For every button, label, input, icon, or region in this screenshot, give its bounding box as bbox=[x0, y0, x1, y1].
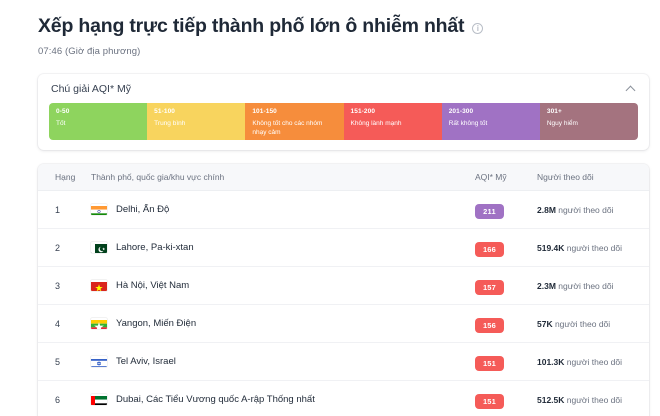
table-row[interactable]: 3 Hà Nội, Việt Nam 157 2.3M người theo dõi bbox=[38, 267, 649, 306]
legend-range-label: 151-200 bbox=[350, 108, 376, 116]
flag-vietnam-icon bbox=[91, 280, 107, 292]
legend-range-label: 51-100 bbox=[154, 108, 176, 116]
legend-color-scale: 0-50 Tốt 51-100 Trung bình 101-150 Không tốt … bbox=[49, 103, 638, 141]
info-icon[interactable]: i bbox=[472, 22, 484, 34]
cell-aqi: 151 bbox=[475, 353, 537, 371]
table-header-row: Hạng Thành phố, quốc gia/khu vực chính A… bbox=[38, 164, 649, 192]
legend-segment-51-100: 51-100 Trung bình bbox=[147, 103, 246, 141]
flag-uae-icon bbox=[91, 394, 107, 406]
cell-rank: 2 bbox=[55, 242, 61, 253]
aqi-badge: 166 bbox=[475, 241, 504, 257]
city-name-label: Lahore, Pa-ki-xtan bbox=[116, 242, 194, 254]
aqi-badge: 211 bbox=[475, 203, 504, 219]
aqi-legend-card: Chú giải AQI* Mỹ 0-50 Tốt 51-100 Trung bình… bbox=[38, 74, 649, 151]
table-row[interactable]: 4 Yangon, Miến Điện 156 57K người theo dõi bbox=[38, 305, 649, 344]
legend-range-label: 301+ bbox=[546, 108, 562, 116]
chevron-up-icon[interactable] bbox=[626, 84, 636, 94]
legend-segment-101-150: 101-150 Không tốt cho các nhóm nhạy cảm bbox=[245, 103, 344, 141]
aqi-badge: 151 bbox=[475, 393, 504, 409]
legend-desc-label: Tốt bbox=[56, 119, 66, 127]
cell-followers: 2.8M người theo dõi bbox=[537, 204, 614, 215]
cell-followers: 519.4K người theo dõi bbox=[537, 242, 623, 253]
cell-city: Tel Aviv, Israel bbox=[91, 356, 475, 368]
cell-rank: 6 bbox=[55, 394, 61, 405]
legend-desc-label: Nguy hiểm bbox=[546, 119, 578, 127]
aqi-badge: 157 bbox=[475, 279, 504, 295]
city-name-label: Hà Nội, Việt Nam bbox=[116, 280, 190, 292]
followers-count: 519.4K bbox=[537, 242, 565, 253]
page-title: Xếp hạng trực tiếp thành phố lớn ô nhiễm… bbox=[38, 15, 465, 37]
cell-rank: 4 bbox=[55, 318, 61, 329]
legend-header-toggle[interactable]: Chú giải AQI* Mỹ bbox=[49, 83, 638, 103]
legend-segment-301+: 301+ Nguy hiểm bbox=[539, 103, 638, 141]
aqi-badge: 156 bbox=[475, 317, 504, 333]
followers-count: 512.5K bbox=[537, 394, 565, 405]
cell-followers: 57K người theo dõi bbox=[537, 318, 611, 329]
legend-segment-151-200: 151-200 Không lành mạnh bbox=[343, 103, 442, 141]
city-name-label: Delhi, Ấn Độ bbox=[116, 204, 170, 216]
followers-count: 101.3K bbox=[537, 356, 565, 367]
legend-segment-201-300: 201-300 Rất không tốt bbox=[441, 103, 540, 141]
cell-city: Yangon, Miến Điện bbox=[91, 318, 475, 330]
followers-count: 57K bbox=[537, 318, 553, 329]
cell-city: Dubai, Các Tiểu Vương quốc A-rập Thống n… bbox=[91, 394, 475, 406]
local-time-subtitle: 07:46 (Giờ địa phương) bbox=[38, 46, 141, 58]
table-body: 1 Delhi, Ấn Độ 211 2.8M người theo dõi 2 Laho… bbox=[38, 191, 649, 416]
flag-israel-icon bbox=[91, 356, 107, 368]
legend-desc-label: Trung bình bbox=[154, 119, 186, 127]
flag-myanmar-icon bbox=[91, 318, 107, 330]
column-header-followers: Người theo dõi bbox=[537, 172, 594, 183]
table-row[interactable]: 2 Lahore, Pa-ki-xtan 166 519.4K người theo … bbox=[38, 229, 649, 268]
table-row[interactable]: 1 Delhi, Ấn Độ 211 2.8M người theo dõi bbox=[38, 191, 649, 230]
aqi-badge: 151 bbox=[475, 355, 504, 371]
table-row[interactable]: 6 Dubai, Các Tiểu Vương quốc A-rập Thống … bbox=[38, 381, 649, 416]
column-header-city: Thành phố, quốc gia/khu vực chính bbox=[91, 172, 225, 183]
cell-rank: 5 bbox=[55, 356, 61, 367]
cell-city: Delhi, Ấn Độ bbox=[91, 204, 475, 216]
flag-pakistan-icon bbox=[91, 242, 107, 254]
legend-title: Chú giải AQI* Mỹ bbox=[51, 83, 131, 96]
legend-range-label: 101-150 bbox=[252, 108, 277, 116]
cell-city: Hà Nội, Việt Nam bbox=[91, 280, 475, 292]
page-header: Xếp hạng trực tiếp thành phố lớn ô nhiễm… bbox=[0, 0, 660, 57]
legend-segment-0-50: 0-50 Tốt bbox=[49, 103, 148, 141]
legend-desc-label: Không tốt cho các nhóm nhạy cảm bbox=[252, 119, 323, 136]
cell-rank: 3 bbox=[55, 280, 61, 291]
cell-followers: 512.5K người theo dõi bbox=[537, 394, 623, 405]
legend-desc-label: Không lành mạnh bbox=[350, 119, 402, 127]
column-header-rank: Hạng bbox=[55, 172, 76, 183]
cell-city: Lahore, Pa-ki-xtan bbox=[91, 242, 475, 254]
title-row: Xếp hạng trực tiếp thành phố lớn ô nhiễm… bbox=[38, 14, 660, 38]
followers-count: 2.8M bbox=[537, 204, 556, 215]
cell-aqi: 157 bbox=[475, 277, 537, 295]
city-name-label: Yangon, Miến Điện bbox=[116, 318, 197, 330]
ranking-table-card: Hạng Thành phố, quốc gia/khu vực chính A… bbox=[38, 164, 649, 416]
cell-rank: 1 bbox=[55, 204, 61, 215]
cell-aqi: 166 bbox=[475, 239, 537, 257]
legend-range-label: 0-50 bbox=[56, 108, 70, 116]
cell-aqi: 156 bbox=[475, 315, 537, 333]
city-name-label: Tel Aviv, Israel bbox=[116, 356, 176, 368]
cell-aqi: 211 bbox=[475, 201, 537, 219]
followers-count: 2.3M bbox=[537, 280, 556, 291]
table-row[interactable]: 5 Tel Aviv, Israel 151 101.3K người theo dõ… bbox=[38, 343, 649, 382]
legend-range-label: 201-300 bbox=[448, 108, 474, 116]
legend-desc-label: Rất không tốt bbox=[448, 119, 488, 127]
flag-india-icon bbox=[91, 204, 107, 216]
column-header-aqi: AQI* Mỹ bbox=[475, 172, 507, 183]
city-name-label: Dubai, Các Tiểu Vương quốc A-rập Thống n… bbox=[116, 394, 315, 406]
cell-followers: 2.3M người theo dõi bbox=[537, 280, 614, 291]
cell-followers: 101.3K người theo dõi bbox=[537, 356, 623, 367]
cell-aqi: 151 bbox=[475, 391, 537, 409]
